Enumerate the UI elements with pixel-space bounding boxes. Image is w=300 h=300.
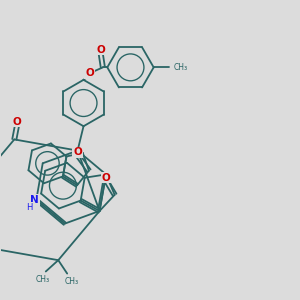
Text: O: O <box>73 147 82 157</box>
Text: O: O <box>101 172 110 183</box>
Text: O: O <box>13 117 22 127</box>
Text: O: O <box>85 68 94 78</box>
Text: CH₃: CH₃ <box>64 277 79 286</box>
Text: N: N <box>30 195 39 205</box>
Text: CH₃: CH₃ <box>174 63 188 72</box>
Text: CH₃: CH₃ <box>36 275 50 284</box>
Text: O: O <box>96 44 105 55</box>
Text: H: H <box>27 203 33 212</box>
